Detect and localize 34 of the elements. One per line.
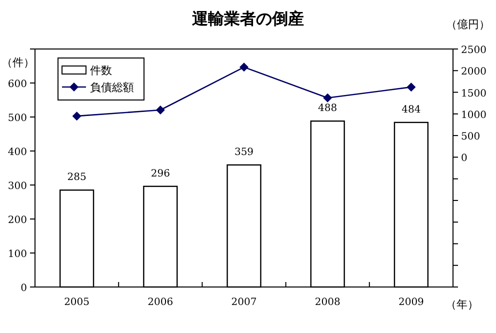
y2-tick-label: 1000 xyxy=(461,110,486,121)
y2-tick-label: 1500 xyxy=(461,88,486,100)
legend-label: 負債総額 xyxy=(90,81,134,94)
x-tick-label: 2009 xyxy=(398,297,424,308)
data-label: 359 xyxy=(234,146,254,158)
point xyxy=(72,112,82,121)
point xyxy=(406,82,416,92)
y2-tick-label: 2500 xyxy=(461,45,486,56)
y-tick-label: 100 xyxy=(8,249,27,260)
x-tick-label: 2008 xyxy=(314,297,340,308)
x-tick-label: 2006 xyxy=(148,297,174,308)
legend-label: 件数 xyxy=(90,64,112,77)
y-axis-title: （件） xyxy=(2,56,34,69)
y-tick-label: 0 xyxy=(20,283,27,294)
point xyxy=(156,106,165,115)
y-tick-label: 400 xyxy=(8,147,27,158)
data-label: 488 xyxy=(318,103,338,114)
y2-axis-title: （億円） xyxy=(446,18,490,31)
point xyxy=(240,62,248,72)
point xyxy=(323,93,332,102)
y-tick-label: 300 xyxy=(8,181,27,192)
y-tick-label: 600 xyxy=(8,79,27,90)
data-label: 484 xyxy=(402,104,421,116)
data-label: 296 xyxy=(150,168,170,180)
y-tick-label: 500 xyxy=(8,113,27,124)
y2-tick-label: 2000 xyxy=(461,66,486,78)
chart-title: 運輸業者の倒産 xyxy=(191,9,304,28)
x-tick-label: 2007 xyxy=(231,297,257,308)
x-axis-title: （年） xyxy=(446,298,478,311)
y-tick-label: 200 xyxy=(8,215,27,226)
data-label: 285 xyxy=(67,172,86,184)
x-tick-label: 2005 xyxy=(64,297,90,308)
y2-tick-label: 500 xyxy=(461,132,480,143)
y2-tick-label: 0 xyxy=(461,153,468,164)
